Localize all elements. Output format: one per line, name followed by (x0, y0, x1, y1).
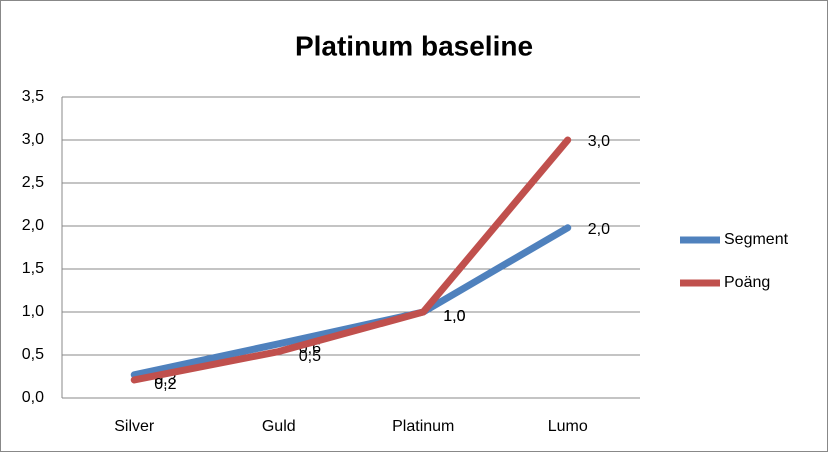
y-tick-label: 0,0 (22, 389, 44, 406)
data-label: 0,5 (299, 348, 321, 365)
data-label: 1,0 (443, 308, 465, 325)
legend-label: Segment (724, 231, 789, 248)
series-line (130, 224, 572, 379)
y-tick-label: 3,5 (22, 88, 44, 105)
x-tick-label: Platinum (392, 418, 454, 435)
y-tick-label: 1,0 (22, 303, 44, 320)
x-tick-label: Silver (114, 418, 155, 435)
legend-label: Poäng (724, 274, 770, 291)
y-tick-label: 2,0 (22, 217, 44, 234)
y-tick-label: 3,0 (22, 131, 44, 148)
data-label: 0,2 (154, 376, 176, 393)
data-label: 1,0 (443, 308, 465, 325)
chart-title: Platinum baseline (295, 30, 533, 61)
y-tick-label: 2,5 (22, 174, 44, 191)
series-line (130, 136, 572, 384)
y-tick-label: 1,5 (22, 260, 44, 277)
data-label: 2,0 (588, 221, 610, 238)
data-label: 3,0 (588, 133, 610, 150)
x-tick-label: Guld (262, 418, 296, 435)
x-tick-label: Lumo (548, 418, 588, 435)
y-tick-label: 0,5 (22, 346, 44, 363)
